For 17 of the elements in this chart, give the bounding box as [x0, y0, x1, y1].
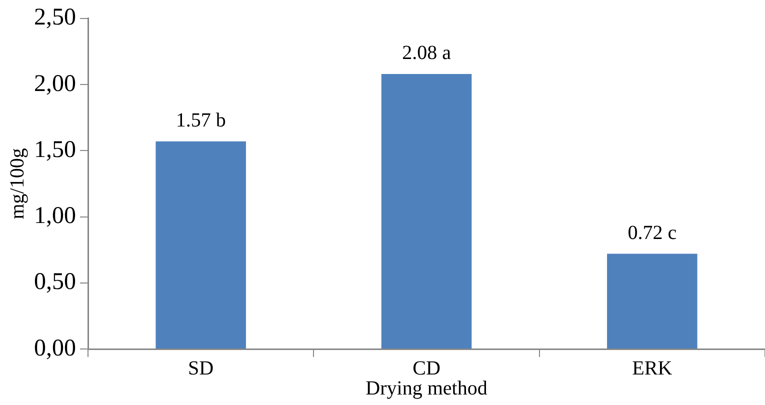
y-tick-label: 0,50: [34, 269, 76, 296]
data-label: 2.08 a: [402, 42, 452, 64]
y-axis-title: mg/100g: [6, 148, 28, 220]
x-tick-label: SD: [188, 357, 214, 380]
data-label: 0.72 c: [628, 222, 677, 244]
y-tick-label: 2,50: [34, 4, 76, 31]
x-tick-label: CD: [412, 357, 440, 380]
bar: [156, 141, 246, 348]
y-tick-label: 2,00: [34, 70, 76, 97]
x-axis-title: Drying method: [366, 377, 488, 400]
x-tick-label: ERK: [632, 357, 673, 380]
y-tick-label: 0,00: [34, 335, 76, 362]
y-tick-label: 1,00: [34, 203, 76, 230]
bar: [381, 74, 472, 348]
data-label: 1.57 b: [176, 110, 226, 132]
y-tick-label: 1,50: [34, 136, 76, 163]
bar: [607, 254, 698, 348]
